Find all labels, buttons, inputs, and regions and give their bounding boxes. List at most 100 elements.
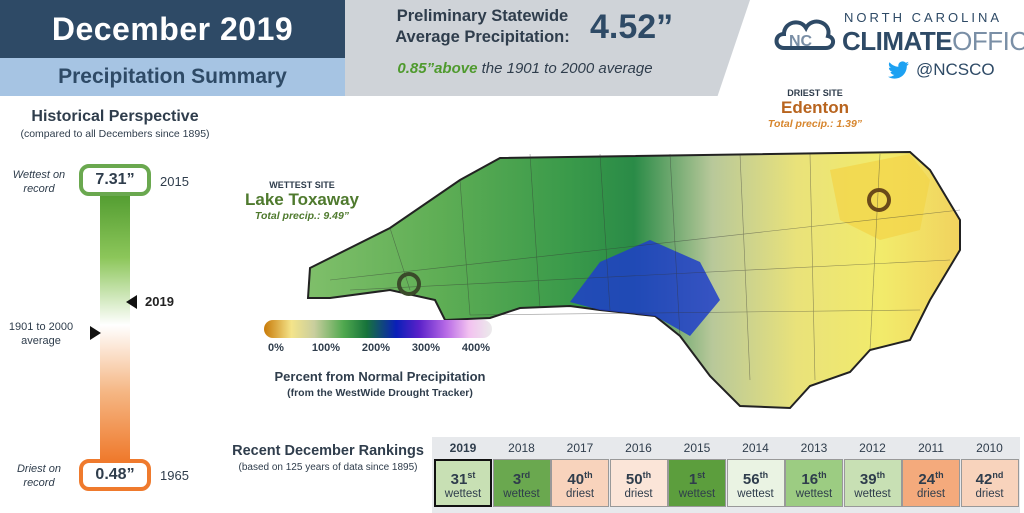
wettest-site-name: Lake Toxaway xyxy=(244,190,360,209)
ranking-cell: 1st wettest xyxy=(668,459,726,507)
statewide-label-line1: Preliminary Statewide xyxy=(396,7,569,25)
svg-text:NC: NC xyxy=(789,33,813,50)
legend-ticks: 0% 100% 200% 300% 400% xyxy=(264,342,492,358)
statewide-label-line2: Average Precipitation: xyxy=(395,28,570,46)
rankings-subtitle: (based on 125 years of data since 1895) xyxy=(238,462,418,473)
ranking-kind: wettest xyxy=(737,487,774,500)
ranking-year: 2011 xyxy=(918,441,944,455)
average-label: 1901 to 2000 average xyxy=(4,320,78,348)
wettest-label-line2: record xyxy=(23,183,55,195)
ranking-year: 2013 xyxy=(800,441,828,455)
wettest-site-marker[interactable] xyxy=(397,272,421,296)
driest-year: 1965 xyxy=(160,468,189,483)
average-label-line2: average xyxy=(21,335,61,347)
driest-label-line2: record xyxy=(23,477,55,489)
ranking-year: 2010 xyxy=(976,441,1003,455)
ranking-cell: 16th wettest xyxy=(785,459,843,507)
rankings-table: 2019 31st wettest 2018 3rd wettest 2017 40th dri… xyxy=(432,437,1020,513)
historical-gradient-bar xyxy=(100,190,130,460)
page-title: December 2019 xyxy=(0,0,345,58)
driest-label-line1: Driest on xyxy=(16,463,62,475)
ranking-kind: wettest xyxy=(678,487,716,500)
ranking-number: 50th xyxy=(625,469,652,488)
county-lines xyxy=(329,153,961,381)
legend-tick: 400% xyxy=(461,342,491,354)
ranking-cell: 3rd wettest xyxy=(492,459,551,507)
logo-office: OFFICE xyxy=(952,26,1024,56)
page-subtitle: Precipitation Summary xyxy=(0,58,345,96)
wettest-site-label: WETTEST SITE Lake Toxaway Total precip.:… xyxy=(232,180,372,222)
ranking-column: 2013 16th wettest xyxy=(785,437,843,507)
ranking-year: 2019 xyxy=(449,441,477,455)
ranking-cell: 39th wettest xyxy=(843,459,902,507)
ranking-number: 31st xyxy=(450,469,476,488)
ranking-number: 1st xyxy=(688,469,706,488)
marker-left-arrow-icon xyxy=(126,294,137,309)
legend-tick: 0% xyxy=(268,342,284,354)
diff-value: 0.85”above xyxy=(397,60,478,77)
historical-title: Historical Perspective xyxy=(31,108,199,125)
ranking-column: 2010 42nd driest xyxy=(960,437,1019,507)
ranking-year: 2018 xyxy=(508,441,535,455)
current-year-marker: 2019 xyxy=(126,294,174,309)
logo-text-top: NORTH CAROLINA xyxy=(844,10,1003,25)
twitter-bird-icon xyxy=(888,61,909,79)
ranking-kind: driest xyxy=(624,487,653,500)
ranking-kind: driest xyxy=(916,487,946,500)
ranking-year: 2014 xyxy=(742,441,769,455)
ranking-cell: 56th wettest xyxy=(726,459,785,507)
nc-map-svg xyxy=(306,150,961,410)
logo-climate: CLIMATE xyxy=(842,26,953,56)
ranking-year: 2015 xyxy=(683,441,711,455)
ranking-number: 39th xyxy=(859,469,886,488)
ranking-cell: 50th driest xyxy=(609,459,668,507)
ranking-number: 56th xyxy=(742,469,769,488)
legend-tick: 200% xyxy=(361,342,391,354)
ranking-number: 3rd xyxy=(512,469,531,488)
ranking-cell: 31st wettest xyxy=(434,459,492,507)
ranking-cell: 24th driest xyxy=(902,459,960,507)
statewide-banner xyxy=(345,0,750,96)
diff-text: the 1901 to 2000 average xyxy=(477,60,653,77)
driest-site-kicker: DRIEST SITE xyxy=(787,88,843,98)
marker-right-arrow-icon xyxy=(90,326,101,340)
legend-tick: 300% xyxy=(411,342,441,354)
legend-tick: 100% xyxy=(311,342,341,354)
ranking-column: 2017 40th driest xyxy=(551,437,609,507)
nc-precip-map xyxy=(270,140,990,410)
wettest-site-kicker: WETTEST SITE xyxy=(269,180,335,190)
ranking-number: 42nd xyxy=(975,469,1004,488)
ranking-kind: wettest xyxy=(795,487,833,500)
rankings-title: Recent December Rankings xyxy=(232,443,424,459)
driest-site-precip: Total precip.: 1.39” xyxy=(767,118,863,130)
legend-gradient-bar xyxy=(264,320,492,338)
ranking-kind: wettest xyxy=(444,487,482,500)
ranking-column: 2016 50th driest xyxy=(609,437,668,507)
coastal-dry-region xyxy=(830,154,930,240)
map-legend: 0% 100% 200% 300% 400% xyxy=(264,320,492,358)
logo-text-bottom: CLIMATEOFFICE xyxy=(842,26,1024,57)
ranking-kind: driest xyxy=(975,487,1004,500)
wettest-label: Wettest on record xyxy=(4,168,74,196)
driest-site-marker[interactable] xyxy=(867,188,891,212)
legend-subtitle: (from the WestWide Drought Tracker) xyxy=(287,387,473,399)
ranking-cell: 40th driest xyxy=(551,459,609,507)
statewide-value: 4.52” xyxy=(590,8,674,46)
ranking-cell: 42nd driest xyxy=(960,459,1019,507)
ranking-kind: wettest xyxy=(854,487,891,500)
driest-value: 0.48” xyxy=(79,459,151,491)
statewide-diff: 0.85”above the 1901 to 2000 average xyxy=(345,60,705,77)
twitter-handle: @NCSCO xyxy=(916,60,995,79)
wettest-year: 2015 xyxy=(160,174,189,189)
ranking-kind: driest xyxy=(565,487,595,500)
climate-office-logo[interactable]: NC NORTH CAROLINA CLIMATEOFFICE xyxy=(772,6,1024,60)
twitter-link[interactable]: @NCSCO xyxy=(888,60,995,80)
current-year-label: 2019 xyxy=(145,294,174,309)
cloud-logo-icon: NC xyxy=(774,19,835,50)
ranking-kind: wettest xyxy=(503,487,540,500)
driest-site-name: Edenton xyxy=(781,98,849,117)
historical-subtitle: (compared to all Decembers since 1895) xyxy=(20,128,210,140)
ranking-column: 2012 39th wettest xyxy=(843,437,902,507)
ranking-number: 16th xyxy=(801,469,827,488)
